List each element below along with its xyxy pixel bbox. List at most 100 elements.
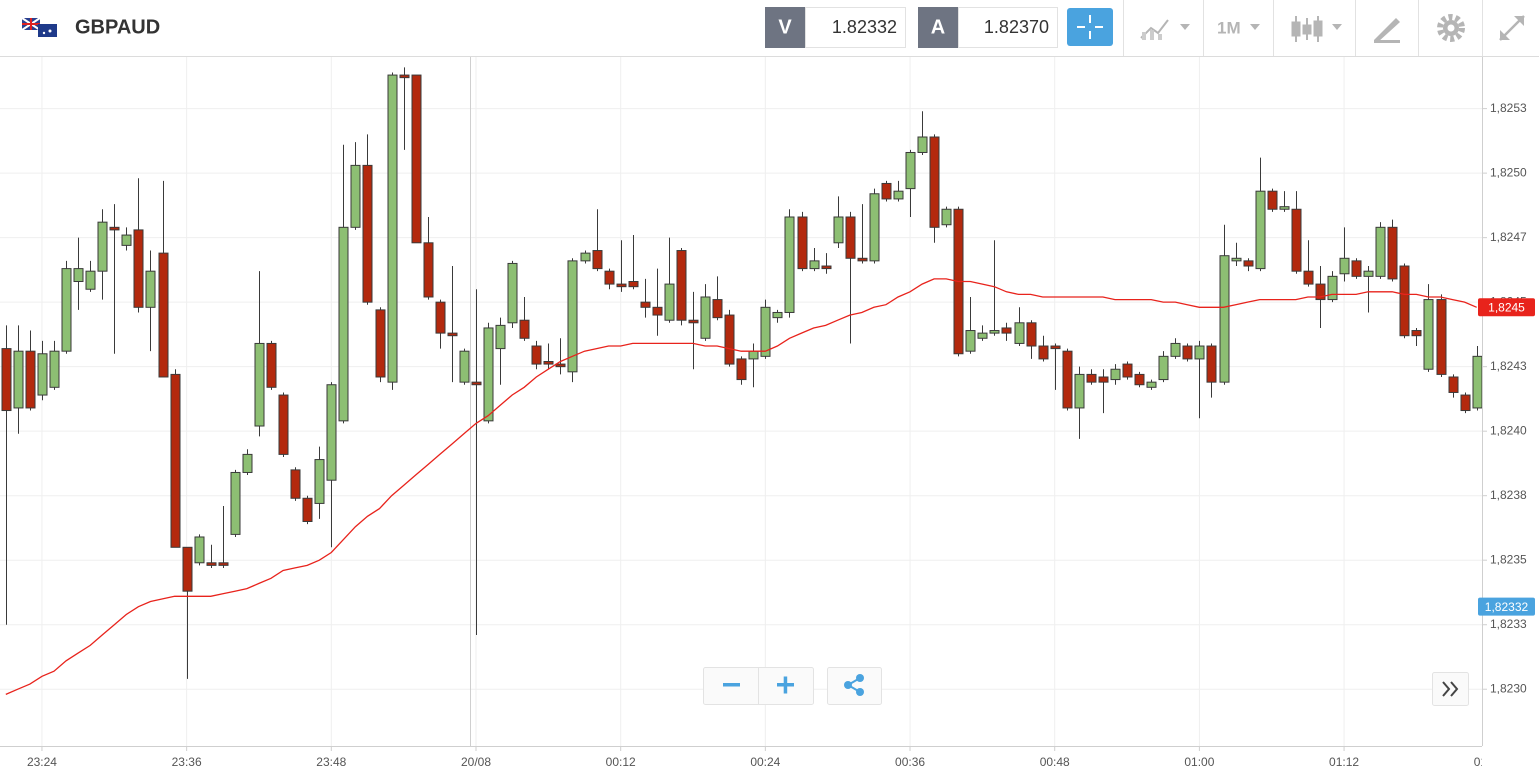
candle-body bbox=[664, 283, 675, 321]
candle-body bbox=[977, 332, 988, 339]
candle-body bbox=[567, 260, 578, 373]
price-tag bbox=[1478, 597, 1535, 616]
x-tick-label: 23:48 bbox=[316, 755, 346, 769]
ask-button-label[interactable]: A bbox=[931, 16, 945, 38]
zoom-out[interactable] bbox=[723, 683, 740, 687]
candle-body bbox=[133, 229, 144, 308]
candle-body bbox=[61, 268, 72, 352]
candle-body bbox=[278, 394, 289, 455]
candle-body bbox=[519, 319, 530, 339]
x-tick-label: 01:00 bbox=[1184, 755, 1214, 769]
x-tick-label: 00:24 bbox=[750, 755, 780, 769]
candle-body bbox=[604, 270, 615, 285]
candle-body bbox=[833, 216, 844, 244]
bid-button[interactable] bbox=[765, 7, 805, 48]
timeframe[interactable]: 1M bbox=[1217, 18, 1241, 37]
y-tick-label: 1,8230 bbox=[1490, 681, 1527, 695]
candle-body bbox=[857, 257, 868, 262]
price-tags: 1,8245 1,82332 bbox=[1478, 298, 1535, 616]
ask-button[interactable] bbox=[918, 7, 958, 48]
candle-body bbox=[423, 242, 434, 298]
zoom-in-bar[interactable] bbox=[783, 676, 788, 694]
candle-body bbox=[25, 350, 36, 409]
price-tag-label: 1,82332 bbox=[1485, 600, 1529, 614]
timeframe-caret[interactable] bbox=[1250, 24, 1260, 30]
candle-body bbox=[326, 384, 337, 481]
x-tick-label: 20/08 bbox=[461, 755, 491, 769]
candle-body bbox=[1411, 330, 1422, 337]
candle-body bbox=[302, 497, 313, 522]
candle-body bbox=[1050, 345, 1061, 350]
candle-body bbox=[85, 270, 96, 290]
crosshair-button[interactable] bbox=[1067, 8, 1113, 46]
scroll-end-button[interactable] bbox=[1432, 672, 1469, 706]
candle-body bbox=[1014, 322, 1025, 344]
candle-body bbox=[158, 252, 169, 378]
x-tick-label: 00:48 bbox=[1040, 755, 1070, 769]
y-tick-label: 1,8238 bbox=[1490, 488, 1527, 502]
candle-body bbox=[1315, 283, 1326, 301]
candle-body bbox=[1122, 363, 1133, 378]
candle-body bbox=[1134, 373, 1145, 386]
candle-body bbox=[411, 74, 422, 244]
candle-body bbox=[1231, 257, 1242, 262]
candle-body bbox=[387, 74, 398, 383]
candle-body bbox=[1327, 275, 1338, 301]
candle-body bbox=[1243, 260, 1254, 267]
fullscreen-icon[interactable] bbox=[1499, 15, 1525, 41]
ask-box bbox=[958, 7, 1058, 48]
candle-body bbox=[350, 164, 361, 228]
candle-body bbox=[616, 283, 627, 288]
candle-body bbox=[1098, 376, 1109, 383]
candle-body bbox=[1146, 381, 1157, 388]
candle-body bbox=[1363, 270, 1374, 277]
candle-body bbox=[580, 252, 591, 262]
candle-body bbox=[592, 250, 603, 270]
y-tick-label: 1,8250 bbox=[1490, 165, 1527, 179]
candle-body bbox=[230, 471, 241, 535]
candle-body bbox=[206, 562, 217, 566]
y-tick-label: 1,8247 bbox=[1490, 230, 1527, 244]
candle-body bbox=[49, 350, 60, 388]
candle-body bbox=[1110, 368, 1121, 381]
candle-body bbox=[1219, 255, 1230, 383]
toolbar-separators bbox=[1123, 0, 1483, 56]
candle-body bbox=[941, 208, 952, 226]
candle-body bbox=[1, 348, 12, 412]
candle-body bbox=[652, 306, 663, 316]
candle-body bbox=[13, 350, 24, 409]
bid-box bbox=[805, 7, 906, 48]
candle-body bbox=[1387, 226, 1398, 280]
candle-body bbox=[965, 330, 976, 352]
candle-body bbox=[724, 314, 735, 365]
candle-body bbox=[1291, 208, 1302, 272]
price-tag bbox=[1478, 298, 1535, 317]
x-tick-label: 01:24 bbox=[1474, 755, 1504, 769]
draw-icon[interactable] bbox=[1374, 18, 1400, 43]
flag-icon bbox=[21, 17, 57, 37]
x-tick-label: 23:24 bbox=[27, 755, 57, 769]
moving-average bbox=[5, 278, 1477, 695]
candle-body bbox=[772, 311, 783, 319]
candle-body bbox=[290, 469, 301, 499]
candle-body bbox=[447, 332, 458, 337]
candle-type-icon[interactable] bbox=[1291, 16, 1342, 42]
candle-body bbox=[1375, 226, 1386, 277]
candle-body bbox=[1086, 373, 1097, 383]
indicator-icon[interactable] bbox=[1140, 19, 1190, 40]
candle-body bbox=[869, 193, 880, 262]
candle-body bbox=[676, 250, 687, 321]
candle-body bbox=[531, 345, 542, 365]
candle-body bbox=[1038, 345, 1049, 360]
candle-body bbox=[97, 221, 108, 272]
price-tag-label: 1,8245 bbox=[1488, 300, 1525, 314]
candle-body bbox=[182, 546, 193, 592]
candle-body bbox=[375, 309, 386, 378]
share-button[interactable] bbox=[827, 667, 882, 705]
settings-icon[interactable] bbox=[1437, 14, 1465, 42]
bid-button-label[interactable]: V bbox=[778, 16, 792, 38]
candle-body bbox=[628, 281, 639, 288]
candle-body bbox=[809, 260, 820, 270]
candle-body bbox=[1339, 257, 1350, 275]
candle-body bbox=[1460, 394, 1471, 412]
